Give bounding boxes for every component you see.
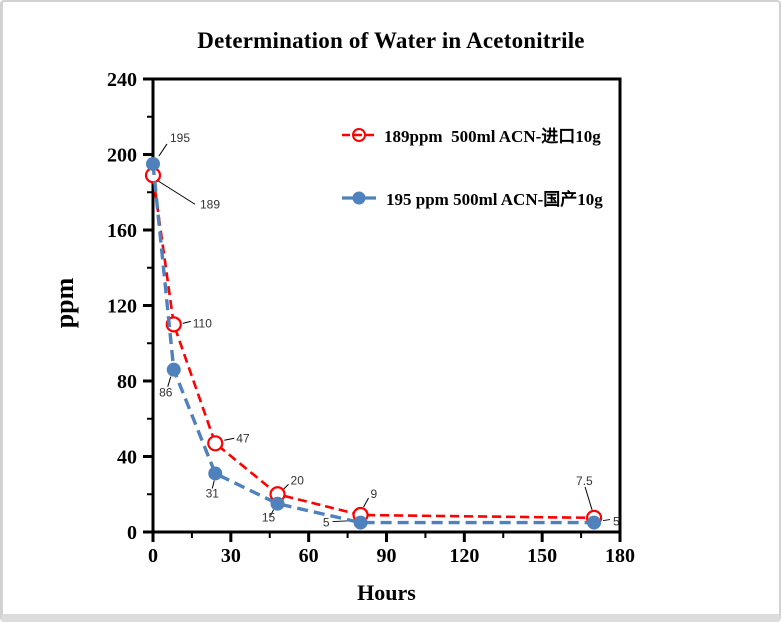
x-tick-label: 90 bbox=[377, 545, 397, 567]
data-point-marker bbox=[207, 435, 224, 452]
data-point-label: 7.5 bbox=[576, 474, 593, 488]
series-line-1 bbox=[151, 163, 595, 525]
y-tick-label: 240 bbox=[107, 69, 137, 91]
data-point-label: 15 bbox=[262, 511, 276, 525]
data-label-leader bbox=[224, 437, 235, 441]
y-tick-label: 0 bbox=[127, 522, 137, 544]
data-point-label: 5 bbox=[613, 515, 620, 529]
data-label-leader bbox=[156, 179, 196, 205]
data-label-leader bbox=[211, 480, 215, 489]
data-point-marker bbox=[146, 156, 160, 171]
data-label-leader bbox=[158, 143, 168, 157]
red-dashed-open-circle-marker-icon bbox=[342, 127, 374, 142]
chart-canvas: 0 40 80 120 160 200 240 0 30 60 90 120 150 180 189 110 4… bbox=[107, 69, 635, 567]
y-tick-label: 200 bbox=[107, 145, 137, 167]
data-point-label: 110 bbox=[193, 316, 212, 330]
data-point-marker bbox=[587, 515, 602, 530]
legend-label-domestic: 195 ppm 500ml ACN-国产10g bbox=[386, 190, 603, 209]
data-point-label: 9 bbox=[371, 487, 378, 501]
x-axis-title: Hours bbox=[357, 580, 416, 605]
x-tick-label: 30 bbox=[221, 545, 241, 567]
plot-frame bbox=[151, 77, 622, 534]
data-label-leader bbox=[270, 509, 274, 516]
x-tick-label: 120 bbox=[449, 545, 479, 567]
legend-label-imported: 189ppm 500ml ACN-进口10g bbox=[384, 127, 601, 146]
legend-entry-imported: 189ppm 500ml ACN-进口10g bbox=[341, 122, 601, 147]
y-tick-label: 40 bbox=[117, 447, 137, 469]
legend-entry-domestic: 195 ppm 500ml ACN-国产10g bbox=[341, 185, 603, 210]
data-label-leader bbox=[602, 519, 611, 522]
data-point-label: 5 bbox=[323, 516, 330, 530]
x-tick-label: 150 bbox=[527, 545, 557, 567]
y-tick-label: 160 bbox=[107, 220, 137, 242]
data-point-marker bbox=[208, 466, 223, 481]
data-point-label: 47 bbox=[236, 431, 250, 445]
data-point-marker bbox=[166, 362, 181, 377]
x-tick-label: 0 bbox=[148, 545, 158, 567]
data-point-label: 31 bbox=[206, 486, 220, 500]
chart-title: Determination of Water in Acetonitrile bbox=[197, 28, 585, 53]
data-point-marker bbox=[270, 496, 285, 511]
data-label-leader bbox=[167, 376, 172, 387]
blue-line-filled-circle-marker-icon bbox=[342, 191, 376, 204]
x-tick-label: 180 bbox=[605, 545, 635, 567]
y-tick-label: 80 bbox=[117, 371, 137, 393]
y-tick-label: 120 bbox=[107, 296, 137, 318]
data-label-leader bbox=[363, 497, 369, 508]
data-point-label: 195 bbox=[170, 131, 190, 145]
data-label-leader bbox=[584, 486, 593, 510]
data-point-label: 20 bbox=[291, 473, 305, 487]
y-axis-title: ppm bbox=[50, 277, 79, 329]
series-line-0 bbox=[151, 175, 595, 520]
data-point-marker bbox=[353, 515, 368, 530]
data-label-leader bbox=[182, 320, 191, 324]
data-point-label: 86 bbox=[159, 386, 173, 400]
data-label-leader bbox=[283, 483, 289, 490]
x-tick-label: 60 bbox=[299, 545, 319, 567]
data-point-label: 189 bbox=[200, 197, 220, 211]
